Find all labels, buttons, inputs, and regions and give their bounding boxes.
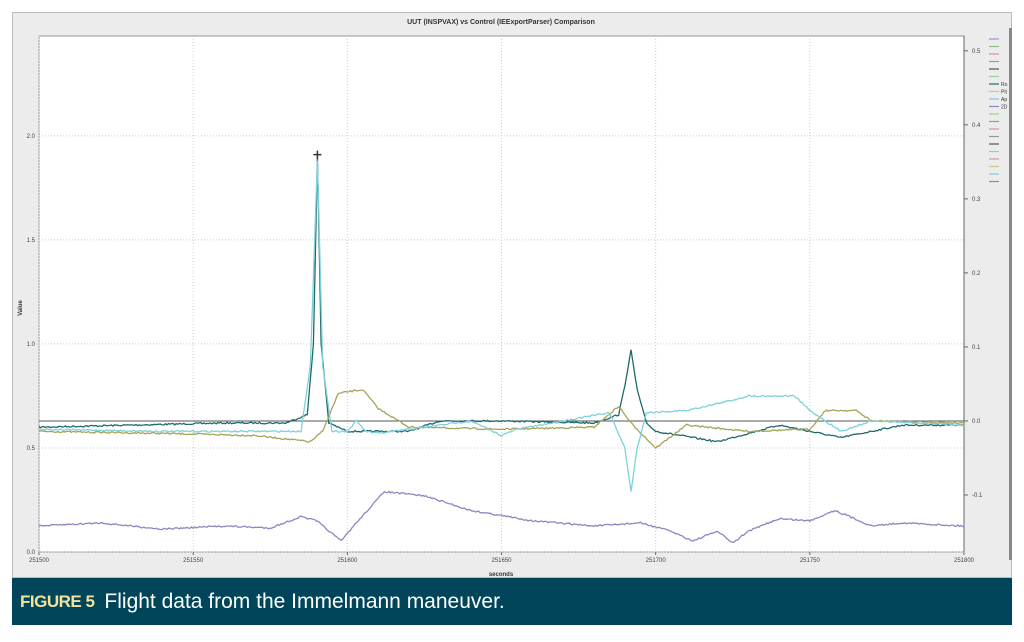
legend-label: Ro bbox=[1001, 82, 1008, 88]
x-axis-label: seconds bbox=[489, 572, 514, 578]
series-line-pit bbox=[39, 389, 965, 450]
y-tick-label: 2.0 bbox=[27, 134, 36, 140]
series-line-ro bbox=[38, 156, 965, 443]
x-tick-label: 251800 bbox=[954, 558, 975, 564]
caption-text: Flight data from the Immelmann maneuver. bbox=[104, 589, 505, 613]
y2-tick-label: 0.1 bbox=[972, 345, 981, 351]
y-tick-label: 0.0 bbox=[27, 550, 36, 556]
x-tick-label: 251700 bbox=[646, 558, 667, 564]
y-tick-label: 1.0 bbox=[27, 342, 36, 348]
y2-tick-label: 0.3 bbox=[972, 197, 981, 203]
peak-marker bbox=[313, 150, 322, 159]
figure-caption: FIGURE 5 Flight data from the Immelmann … bbox=[12, 578, 1012, 625]
x-tick-label: 251500 bbox=[29, 558, 50, 564]
x-tick-label: 251600 bbox=[337, 558, 358, 564]
y2-tick-label: 0.2 bbox=[972, 271, 981, 277]
x-tick-label: 251650 bbox=[491, 558, 512, 564]
series-line-2d bbox=[38, 490, 965, 543]
y2-tick-label: 0.0 bbox=[972, 419, 981, 425]
y-tick-label: 1.5 bbox=[27, 238, 36, 244]
chart: UUT (INSPVAX) vs Control (IEExportParser… bbox=[18, 19, 1012, 578]
legend-label: Ap bbox=[1001, 97, 1007, 103]
legend-divider bbox=[1009, 28, 1012, 560]
y2-tick-label: 0.5 bbox=[972, 49, 981, 55]
chart-title: UUT (INSPVAX) vs Control (IEExportParser… bbox=[407, 19, 595, 26]
legend-label: Pit bbox=[1001, 90, 1007, 96]
y-tick-label: 0.5 bbox=[27, 446, 36, 452]
y2-tick-label: -0.1 bbox=[972, 493, 983, 499]
caption-label: FIGURE 5 bbox=[20, 591, 95, 611]
figure-frame: UUT (INSPVAX) vs Control (IEExportParser… bbox=[12, 12, 1012, 578]
series-line-ap bbox=[38, 160, 965, 492]
legend-label: 2D bbox=[1001, 105, 1008, 111]
y2-tick-label: 0.4 bbox=[972, 123, 981, 129]
y-axis-label: Value bbox=[18, 300, 24, 316]
x-tick-label: 251750 bbox=[800, 558, 821, 564]
x-tick-label: 251550 bbox=[183, 558, 204, 564]
